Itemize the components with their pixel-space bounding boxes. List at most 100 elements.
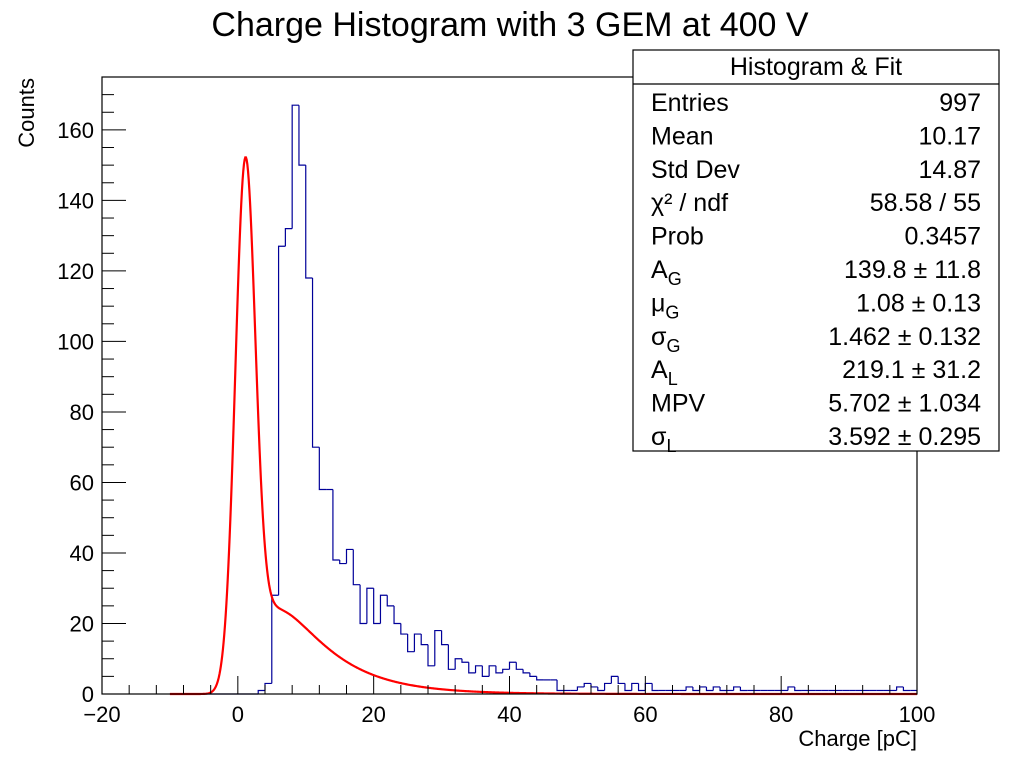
y-tick-label: 120 — [57, 259, 94, 284]
histogram-bin — [434, 629, 442, 666]
histogram-bin — [318, 447, 327, 491]
histogram-bin — [597, 686, 605, 692]
histogram-bin — [576, 686, 585, 691]
stats-row-label: χ² / ndf — [651, 189, 728, 217]
histogram-bin — [291, 104, 299, 229]
histogram-bin — [610, 675, 619, 684]
stats-row-value: 10.17 — [918, 122, 981, 150]
histogram-bin — [529, 672, 537, 677]
histogram-bin — [400, 623, 408, 635]
y-tick-label: 20 — [70, 611, 94, 636]
x-tick-label: 100 — [899, 702, 936, 727]
histogram-bin — [420, 634, 428, 646]
stats-box-frame — [632, 49, 1000, 452]
histogram-bin — [896, 686, 904, 691]
histogram-bin — [794, 686, 802, 692]
histogram-bin — [902, 686, 911, 692]
histogram-bin — [705, 686, 714, 692]
histogram-bin — [339, 560, 347, 565]
histogram-bin — [257, 689, 265, 694]
histogram-bin — [488, 665, 496, 677]
stats-row-label: Prob — [651, 223, 704, 251]
x-tick-label: 0 — [232, 702, 244, 727]
histogram-bin — [359, 584, 367, 625]
histogram-bin — [345, 548, 354, 564]
histogram-bin — [787, 686, 795, 691]
stats-row-value: 219.1 ± 31.2 — [842, 356, 981, 384]
stats-row-value: 5.702 ± 1.034 — [828, 390, 981, 418]
histogram-bin — [617, 676, 625, 685]
histogram-bin — [603, 682, 612, 691]
x-tick-label: 60 — [633, 702, 657, 727]
histogram-bin — [712, 686, 721, 691]
stats-row-value: 997 — [939, 89, 981, 117]
y-tick-label: 80 — [70, 400, 94, 425]
histogram-bin — [556, 679, 564, 692]
x-tick-label: 40 — [497, 702, 521, 727]
histogram-bin — [522, 669, 530, 674]
stats-row-label: Entries — [651, 89, 729, 117]
y-tick-label: 40 — [70, 541, 94, 566]
histogram-bin — [373, 588, 381, 625]
histogram-bin — [502, 668, 510, 673]
stats-row-value: 0.3457 — [905, 223, 981, 251]
stats-row-label: AL — [651, 356, 678, 389]
histogram-bin — [583, 682, 591, 687]
histogram-bin — [685, 686, 693, 691]
stats-row-value: 58.58 / 55 — [870, 189, 981, 217]
y-tick-label: 140 — [57, 188, 94, 213]
stats-row-label: Mean — [651, 122, 714, 150]
histogram-bin — [637, 683, 646, 692]
stats-row-value: 1.462 ± 0.132 — [828, 323, 981, 351]
histogram-bin — [739, 686, 748, 692]
stats-row-value: 14.87 — [918, 156, 981, 184]
histogram-bin — [352, 549, 361, 586]
stats-row-label: MPV — [651, 390, 706, 418]
y-tick-label: 100 — [57, 329, 94, 354]
stats-row-value: 1.08 ± 0.13 — [856, 289, 981, 317]
y-axis-label: Counts — [14, 78, 39, 148]
histogram-bin — [631, 682, 639, 691]
histogram-bin — [651, 683, 659, 692]
histogram-bin — [468, 662, 476, 674]
histogram-bin — [454, 658, 462, 670]
chart-title: Charge Histogram with 3 GEM at 400 V — [211, 6, 808, 44]
histogram-bin — [481, 665, 490, 677]
histogram-bin — [733, 686, 741, 691]
histogram-bin — [515, 662, 524, 670]
x-tick-label: −20 — [83, 702, 120, 727]
histogram-bin — [474, 665, 483, 673]
histogram-bin — [379, 594, 388, 624]
histogram-bin — [447, 644, 456, 670]
stats-row-label: σL — [651, 423, 676, 456]
histogram-bin — [427, 644, 435, 667]
histogram-bin — [440, 630, 449, 646]
y-tick-label: 60 — [70, 470, 94, 495]
x-axis-label: Charge [pC] — [798, 726, 917, 751]
y-tick-label: 160 — [57, 118, 94, 143]
histogram-bin — [407, 634, 415, 653]
histogram-bin — [495, 665, 503, 674]
histogram-bin — [692, 686, 700, 692]
stats-row-value: 3.592 ± 0.295 — [828, 423, 981, 451]
histogram-bin — [461, 658, 469, 663]
x-tick-label: 20 — [361, 702, 385, 727]
x-tick-label: 80 — [769, 702, 793, 727]
histogram-bin — [305, 165, 313, 279]
histogram-bin — [332, 489, 340, 561]
stats-box-title: Histogram & Fit — [730, 53, 902, 81]
y-tick-label: 0 — [82, 682, 94, 707]
histogram-bin — [366, 587, 374, 624]
histogram-bin — [386, 595, 395, 607]
stats-row-label: σG — [651, 323, 680, 356]
histogram-bin — [277, 245, 286, 596]
histogram-bin — [311, 277, 320, 448]
histogram-bin — [298, 105, 306, 166]
histogram-bin — [284, 228, 293, 247]
histogram-bin — [413, 633, 422, 652]
stats-row-label: Std Dev — [651, 156, 740, 184]
stats-row-label: AG — [651, 256, 682, 289]
